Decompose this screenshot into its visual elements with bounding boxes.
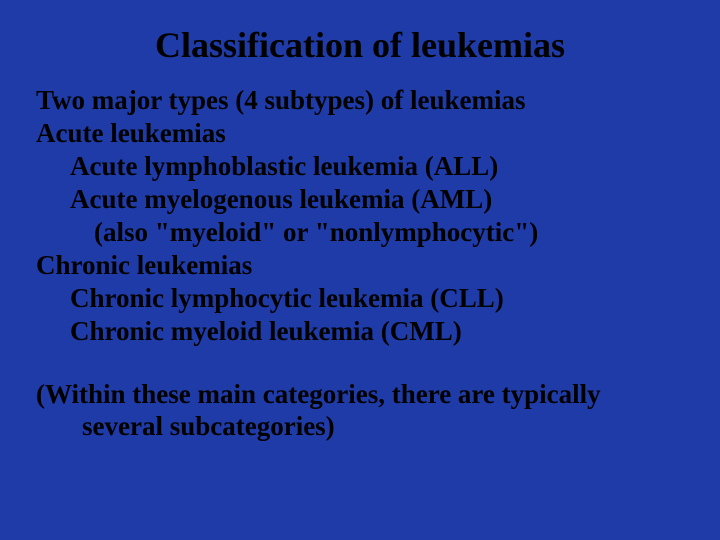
body-line: Chronic myeloid leukemia (CML) xyxy=(36,315,684,348)
body-line: Acute leukemias xyxy=(36,117,684,150)
footer-line: several subcategories) xyxy=(36,410,684,443)
footer-line: (Within these main categories, there are… xyxy=(36,378,684,411)
body-line: Two major types (4 subtypes) of leukemia… xyxy=(36,84,684,117)
slide-body: Two major types (4 subtypes) of leukemia… xyxy=(36,84,684,348)
body-line: Chronic lymphocytic leukemia (CLL) xyxy=(36,282,684,315)
body-line: (also "myeloid" or "nonlymphocytic") xyxy=(36,216,684,249)
slide-title: Classification of leukemias xyxy=(36,24,684,66)
body-line: Acute lymphoblastic leukemia (ALL) xyxy=(36,150,684,183)
slide-footer: (Within these main categories, there are… xyxy=(36,378,684,444)
body-line: Acute myelogenous leukemia (AML) xyxy=(36,183,684,216)
body-line: Chronic leukemias xyxy=(36,249,684,282)
